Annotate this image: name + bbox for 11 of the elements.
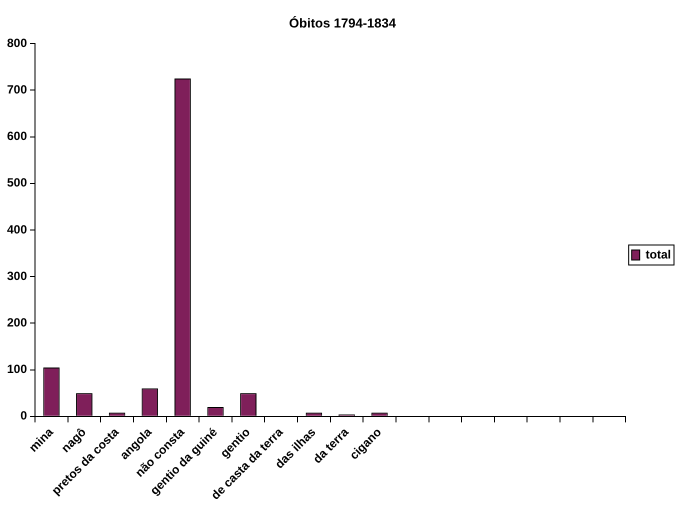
legend-label: total bbox=[646, 247, 672, 262]
y-tick-label: 0 bbox=[20, 408, 28, 423]
y-tick-label: 800 bbox=[6, 36, 28, 50]
chart-title: Óbitos 1794-1834 bbox=[289, 15, 397, 30]
y-tick-label: 600 bbox=[6, 129, 28, 144]
y-tick-label: 400 bbox=[6, 222, 28, 236]
y-tick-label: 100 bbox=[6, 362, 28, 376]
y-tick-label: 300 bbox=[6, 268, 28, 283]
y-tick-label: 200 bbox=[6, 315, 28, 330]
y-tick-label: 700 bbox=[6, 82, 28, 97]
y-tick-label: 500 bbox=[6, 176, 28, 190]
